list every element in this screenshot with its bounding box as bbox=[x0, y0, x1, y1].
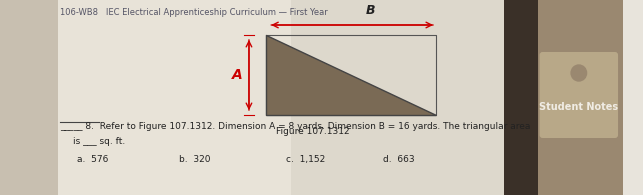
Text: Figure 107.1312: Figure 107.1312 bbox=[276, 127, 350, 136]
Bar bbox=[58, 0, 503, 195]
Circle shape bbox=[571, 65, 586, 81]
Text: Student Notes: Student Notes bbox=[539, 102, 619, 112]
FancyBboxPatch shape bbox=[539, 52, 618, 138]
Bar bbox=[291, 0, 503, 195]
Text: is ___ sq. ft.: is ___ sq. ft. bbox=[73, 137, 125, 146]
Bar bbox=[503, 0, 538, 195]
Text: c.  1,152: c. 1,152 bbox=[285, 155, 325, 164]
Text: B: B bbox=[366, 4, 376, 17]
Bar bbox=[0, 0, 58, 195]
Text: _____ 8.  Refer to Figure 107.1312. Dimension A = 8 yards. Dimension B = 16 yard: _____ 8. Refer to Figure 107.1312. Dimen… bbox=[60, 122, 530, 131]
Text: 106-WB8   IEC Electrical Apprenticeship Curriculum — First Year: 106-WB8 IEC Electrical Apprenticeship Cu… bbox=[60, 8, 328, 17]
Text: A: A bbox=[232, 68, 242, 82]
Polygon shape bbox=[266, 35, 436, 115]
Bar bbox=[538, 0, 623, 195]
Text: d.  663: d. 663 bbox=[383, 155, 414, 164]
Text: a.  576: a. 576 bbox=[78, 155, 109, 164]
Text: b.  320: b. 320 bbox=[179, 155, 211, 164]
